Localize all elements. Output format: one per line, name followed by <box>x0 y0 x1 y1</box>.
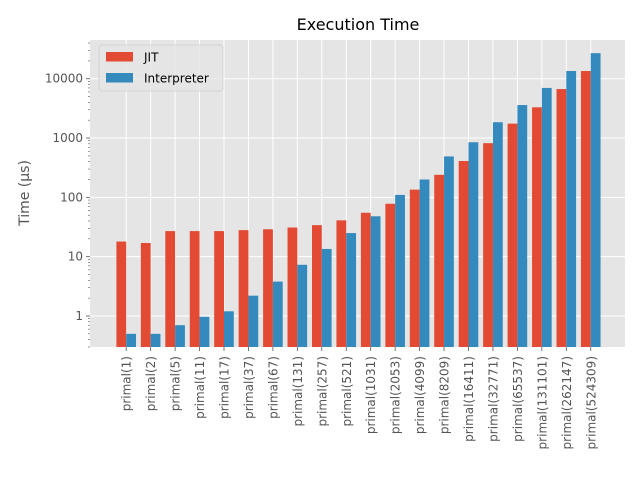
bar-interpreter-primal1031 <box>370 216 381 347</box>
x-tick-label: primal(65537) <box>511 356 525 442</box>
y-tick-label: 10000 <box>45 72 83 86</box>
x-tick-label: primal(1) <box>120 356 134 411</box>
x-tick-label: primal(17) <box>218 356 232 419</box>
bar-jit-primal32771 <box>483 143 493 347</box>
bar-interpreter-primal17 <box>224 311 234 347</box>
bar-jit-primal17 <box>214 231 224 347</box>
x-tick-label: primal(521) <box>340 356 354 427</box>
bar-interpreter-primal4099 <box>419 179 430 347</box>
bar-jit-primal65537 <box>507 123 518 347</box>
bar-jit-primal524309 <box>580 71 591 348</box>
x-tick-label: primal(257) <box>315 356 329 427</box>
bar-jit-primal67 <box>263 229 273 347</box>
bar-interpreter-primal65537 <box>517 105 528 347</box>
bar-jit-primal257 <box>312 225 322 347</box>
bar-interpreter-primal37 <box>248 295 259 347</box>
y-tick-label: 100 <box>60 190 83 204</box>
x-tick-label: primal(262147) <box>560 356 574 449</box>
x-tick-label: primal(524309) <box>584 356 598 449</box>
bar-interpreter-primal521 <box>346 233 357 347</box>
bars <box>116 53 601 348</box>
x-tick-label: primal(8209) <box>438 356 452 434</box>
bar-interpreter-primal1 <box>126 333 136 347</box>
x-tick-label: primal(16411) <box>462 356 476 442</box>
bar-interpreter-primal67 <box>272 281 283 347</box>
x-tick-label: primal(67) <box>266 356 280 419</box>
x-tick-label: primal(37) <box>242 356 256 419</box>
bar-interpreter-primal11 <box>199 316 210 347</box>
bar-interpreter-primal257 <box>321 248 332 347</box>
bar-interpreter-primal524309 <box>590 53 601 347</box>
bar-interpreter-primal131 <box>297 264 308 347</box>
bar-jit-primal521 <box>336 220 347 347</box>
bar-jit-primal11 <box>189 231 200 347</box>
bar-interpreter-primal262147 <box>566 71 577 348</box>
x-tick-label: primal(2) <box>144 356 158 411</box>
bar-jit-primal262147 <box>556 89 567 347</box>
legend-label-interpreter: Interpreter <box>144 72 209 86</box>
bar-jit-primal2053 <box>385 203 396 347</box>
y-axis-ticks: 1 10 100 1000 10000 <box>45 42 90 348</box>
x-tick-label: primal(32771) <box>486 356 500 442</box>
chart-title: Execution Time <box>297 15 420 34</box>
bar-interpreter-primal131101 <box>541 87 552 348</box>
bar-interpreter-primal5 <box>175 325 185 347</box>
bar-jit-primal16411 <box>458 161 469 347</box>
x-tick-label: primal(131101) <box>535 356 549 449</box>
bar-jit-primal5 <box>165 231 176 347</box>
bar-interpreter-primal2053 <box>395 194 405 347</box>
bar-interpreter-primal32771 <box>492 122 503 347</box>
y-axis-label: Time (μs) <box>17 160 33 227</box>
x-tick-label: primal(11) <box>193 356 207 419</box>
bar-interpreter-primal8209 <box>444 156 454 347</box>
y-tick-label: 1 <box>75 309 83 323</box>
bar-jit-primal131 <box>287 227 298 347</box>
x-tick-label: primal(2053) <box>389 356 403 434</box>
bar-interpreter-primal16411 <box>468 142 479 347</box>
bar-interpreter-primal2 <box>150 333 161 347</box>
x-tick-label: primal(4099) <box>413 356 427 434</box>
x-tick-label: primal(5) <box>169 356 183 411</box>
y-tick-label: 1000 <box>52 131 83 145</box>
legend: JIT Interpreter <box>98 44 224 92</box>
legend-swatch-interpreter <box>106 73 133 83</box>
bar-jit-primal131101 <box>532 107 542 347</box>
bar-jit-primal1031 <box>360 212 371 347</box>
y-tick-label: 10 <box>68 250 83 264</box>
bar-jit-primal8209 <box>434 174 445 347</box>
legend-swatch-jit <box>106 52 133 62</box>
bar-jit-primal37 <box>238 230 249 347</box>
x-tick-label: primal(131) <box>291 356 305 427</box>
x-axis-ticks: primal(1) primal(2) primal(5) primal(11) pri… <box>120 347 598 449</box>
x-tick-label: primal(1031) <box>364 356 378 434</box>
bar-jit-primal2 <box>140 243 151 347</box>
bar-jit-primal1 <box>116 241 127 347</box>
legend-label-jit: JIT <box>143 51 159 65</box>
bar-jit-primal4099 <box>409 189 420 347</box>
